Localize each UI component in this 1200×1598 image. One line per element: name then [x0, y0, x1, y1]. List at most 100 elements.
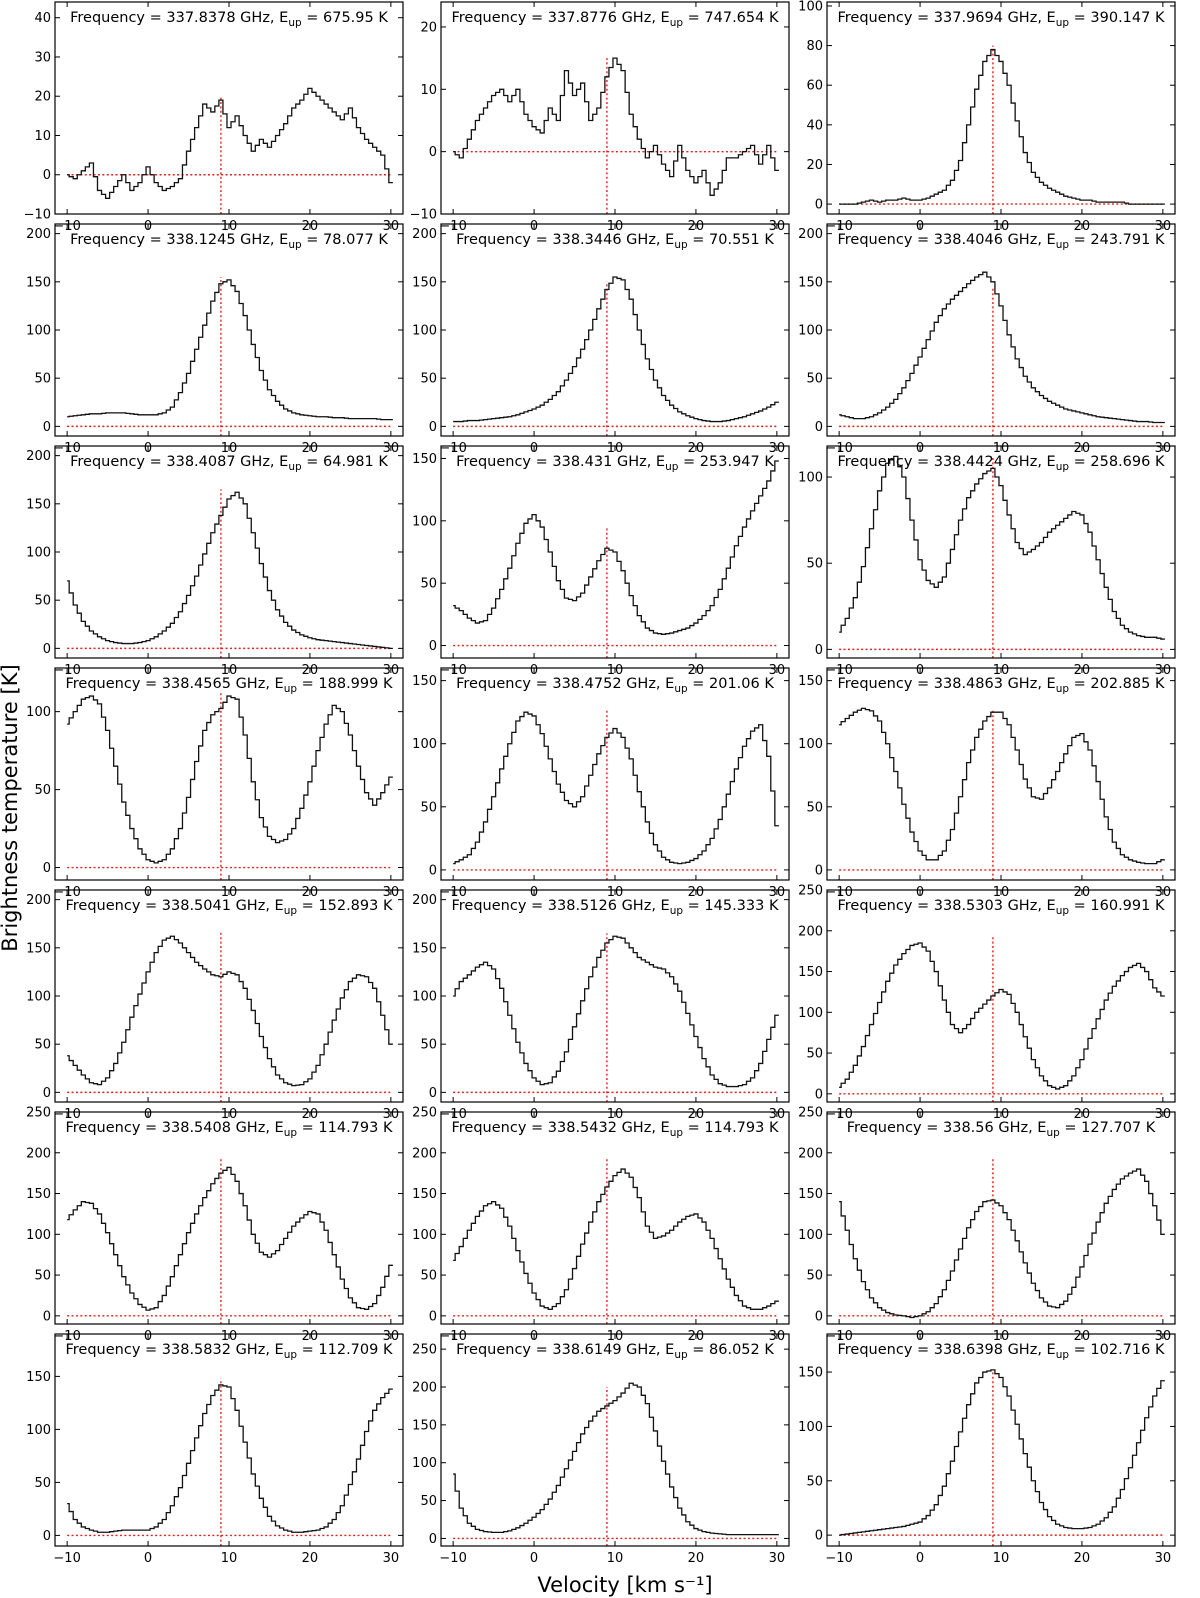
panel-frame — [826, 223, 1176, 437]
y-tick-label: 50 — [420, 577, 437, 592]
y-tick-label: 50 — [34, 372, 51, 387]
y-tick-label: 250 — [798, 1106, 823, 1121]
x-tick-label: 10 — [993, 1551, 1010, 1566]
eup-value: = 201.06 K — [688, 676, 775, 692]
x-tick-label: −10 — [53, 1551, 80, 1566]
panel-frame — [826, 1, 1176, 215]
y-tick-label: 100 — [412, 1456, 437, 1471]
y-tick-label: 0 — [815, 863, 823, 878]
y-tick-label: 50 — [806, 1269, 823, 1284]
panel-frame — [440, 1, 790, 215]
y-tick-label: 0 — [815, 198, 823, 213]
eup-subscript: up — [674, 1349, 688, 1361]
eup-subscript: up — [288, 17, 302, 29]
y-tick-label: 0 — [815, 1087, 823, 1102]
panel-frame — [54, 889, 404, 1103]
spectrum-line — [67, 935, 393, 1087]
spectrum-line — [453, 460, 779, 635]
eup-subscript: up — [1056, 461, 1070, 473]
panel-title: Frequency = 338.5041 GHz, Eup = 152.893 … — [66, 898, 393, 917]
frequency-label: Frequency = 338.5832 GHz, E — [66, 1342, 284, 1358]
panel-frame — [826, 445, 1176, 659]
y-tick-label: 50 — [420, 800, 437, 815]
y-tick-label: 200 — [798, 1146, 823, 1161]
y-tick-label: 50 — [420, 1038, 437, 1053]
y-axis-label: Brightness temperature [K] — [0, 664, 22, 951]
spectrum-line — [67, 1384, 393, 1533]
y-tick-label: 150 — [798, 965, 823, 980]
panel-title: Frequency = 338.6398 GHz, Eup = 102.716 … — [838, 1342, 1165, 1361]
y-tick-label: 200 — [798, 924, 823, 939]
panel-title: Frequency = 338.4424 GHz, Eup = 258.696 … — [838, 454, 1165, 473]
y-tick-label: 0 — [43, 420, 51, 435]
y-tick-label: 20 — [34, 90, 51, 105]
spectrum-line — [839, 271, 1165, 424]
y-tick-label: 50 — [34, 594, 51, 609]
y-tick-label: 150 — [26, 497, 51, 512]
x-tick-label: 30 — [383, 1551, 400, 1566]
spectrum-line — [839, 1369, 1165, 1536]
eup-value: = 675.95 K — [302, 10, 389, 26]
y-tick-label: 200 — [412, 227, 437, 242]
y-tick-label: 0 — [43, 861, 51, 876]
frequency-label: Frequency = 338.431 GHz, E — [456, 454, 665, 470]
y-tick-label: −10 — [24, 208, 51, 223]
frequency-label: Frequency = 337.8378 GHz, E — [70, 10, 288, 26]
panel-title: Frequency = 338.5832 GHz, Eup = 112.709 … — [66, 1342, 393, 1361]
y-tick-label: 150 — [412, 1187, 437, 1202]
y-tick-label: 20 — [420, 20, 437, 35]
y-tick-label: 100 — [798, 1228, 823, 1243]
y-tick-label: 0 — [815, 420, 823, 435]
y-tick-label: 10 — [420, 83, 437, 98]
y-tick-label: 200 — [412, 1146, 437, 1161]
eup-subscript: up — [1046, 1127, 1060, 1139]
eup-value: = 64.981 K — [302, 454, 389, 470]
frequency-label: Frequency = 338.6398 GHz, E — [838, 1342, 1056, 1358]
frequency-label: Frequency = 337.9694 GHz, E — [838, 10, 1056, 26]
y-tick-label: 100 — [798, 0, 823, 14]
panel-title: Frequency = 338.431 GHz, Eup = 253.947 K — [456, 454, 774, 473]
eup-subscript: up — [288, 239, 302, 251]
y-tick-label: 150 — [798, 674, 823, 689]
x-tick-label: 10 — [607, 1551, 624, 1566]
eup-value: = 258.696 K — [1069, 454, 1165, 470]
y-tick-label: 0 — [815, 643, 823, 658]
y-tick-label: 20 — [806, 158, 823, 173]
y-tick-label: 0 — [815, 1309, 823, 1324]
y-tick-label: 250 — [798, 884, 823, 899]
eup-value: = 747.654 K — [683, 10, 779, 26]
y-tick-label: 0 — [429, 420, 437, 435]
eup-value: = 243.791 K — [1069, 232, 1165, 248]
x-tick-label: 10 — [221, 1551, 238, 1566]
panel-frame — [54, 1333, 404, 1547]
panel-frame — [440, 445, 790, 659]
panel-title: Frequency = 338.4087 GHz, Eup = 64.981 K — [70, 454, 388, 473]
frequency-label: Frequency = 337.8776 GHz, E — [452, 10, 670, 26]
x-tick-label: 20 — [302, 1551, 319, 1566]
panel-frame — [440, 223, 790, 437]
spectrum-line — [839, 48, 1165, 205]
frequency-label: Frequency = 338.4565 GHz, E — [66, 676, 284, 692]
eup-subscript: up — [1056, 1349, 1070, 1361]
eup-value: = 86.052 K — [688, 1342, 775, 1358]
x-tick-label: 0 — [530, 1551, 538, 1566]
y-tick-label: 10 — [34, 129, 51, 144]
y-tick-label: 40 — [34, 11, 51, 26]
panel-title: Frequency = 337.8776 GHz, Eup = 747.654 … — [452, 10, 779, 29]
eup-value: = 188.999 K — [297, 676, 393, 692]
frequency-label: Frequency = 338.5408 GHz, E — [66, 1120, 284, 1136]
frequency-label: Frequency = 338.5432 GHz, E — [452, 1120, 670, 1136]
eup-subscript: up — [670, 1127, 684, 1139]
y-tick-label: 0 — [43, 1529, 51, 1544]
panel-frame — [826, 667, 1176, 881]
y-tick-label: 50 — [806, 800, 823, 815]
panel-frame — [826, 1333, 1176, 1547]
eup-subscript: up — [284, 905, 298, 917]
x-tick-label: −10 — [439, 1551, 466, 1566]
